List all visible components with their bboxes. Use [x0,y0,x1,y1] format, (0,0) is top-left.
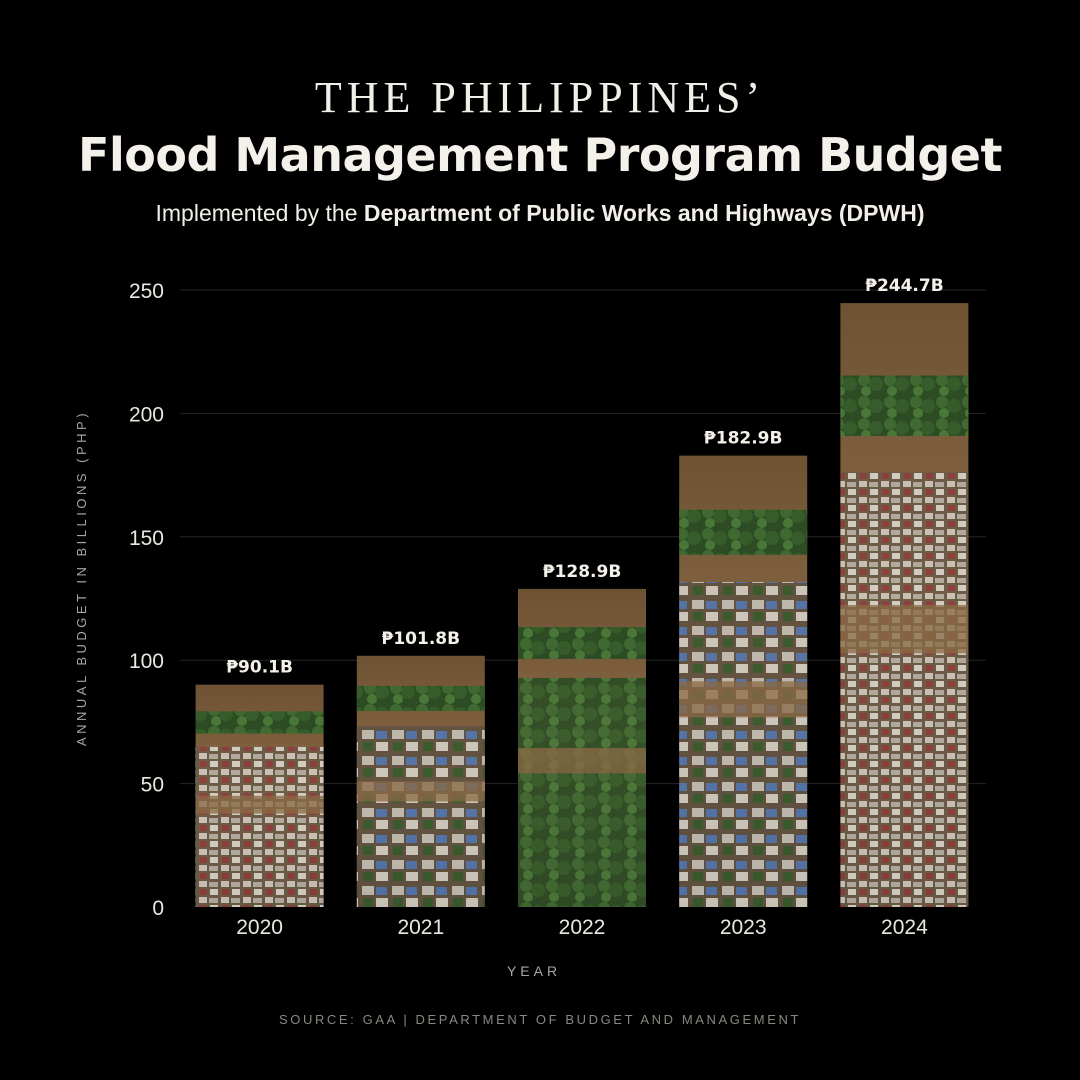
bar-texture [679,581,808,907]
bar-2022 [518,588,646,907]
subtitle-prefix: Implemented by the [155,200,364,226]
bar-2024 [840,303,969,907]
bar-texture [840,472,969,907]
bar-foliage [679,509,808,555]
data-label: ₱182.9B [704,429,783,449]
x-tick-label: 2020 [236,916,283,939]
x-tick-label: 2024 [881,916,928,939]
bar-foliage [840,375,969,436]
bar-foliage [356,685,485,712]
y-tick-label: 200 [129,403,164,426]
bar-water-band [356,781,485,802]
x-tick-label: 2021 [397,916,444,939]
y-tick-label: 0 [152,897,164,920]
y-tick-label: 50 [141,774,164,797]
bar-texture [356,726,485,907]
y-tick-label: 250 [129,280,164,303]
x-tick-label: 2023 [720,916,767,939]
kicker-title: THE PHILIPPINES’ [314,73,766,122]
bar-texture [195,746,324,907]
bar-water-band [840,605,969,654]
y-axis-label: ANNUAL BUDGET IN BILLIONS (PHP) [74,410,89,746]
bar-water-band [518,747,646,774]
bar-foliage [518,627,646,659]
bar-foliage [195,711,324,734]
chart-subtitle: Implemented by the Department of Public … [0,200,1080,227]
bar-water-band [679,681,808,718]
bar-2020 [195,684,324,907]
subtitle-agency: Department of Public Works and Highways … [363,200,925,226]
data-label: ₱101.8B [382,629,461,649]
bar-2021 [356,655,485,907]
bar-chart: 0 50 100 150 200 250 ₱90.1B 2020 ₱101.8B 2021 ₱128… [74,276,986,979]
chart-title: Flood Management Program Budget [78,128,1002,182]
bar-water-band [195,795,324,814]
y-tick-label: 100 [129,650,164,673]
x-axis-label: YEAR [507,963,561,979]
data-label: ₱128.9B [543,562,622,582]
bar-2023 [679,455,808,907]
source-note: SOURCE: GAA | DEPARTMENT OF BUDGET AND M… [278,1012,802,1027]
bar-texture [518,677,646,907]
y-tick-label: 150 [129,527,164,550]
data-label: ₱90.1B [226,658,293,678]
data-label: ₱244.7B [865,276,944,296]
x-tick-label: 2022 [559,916,606,939]
